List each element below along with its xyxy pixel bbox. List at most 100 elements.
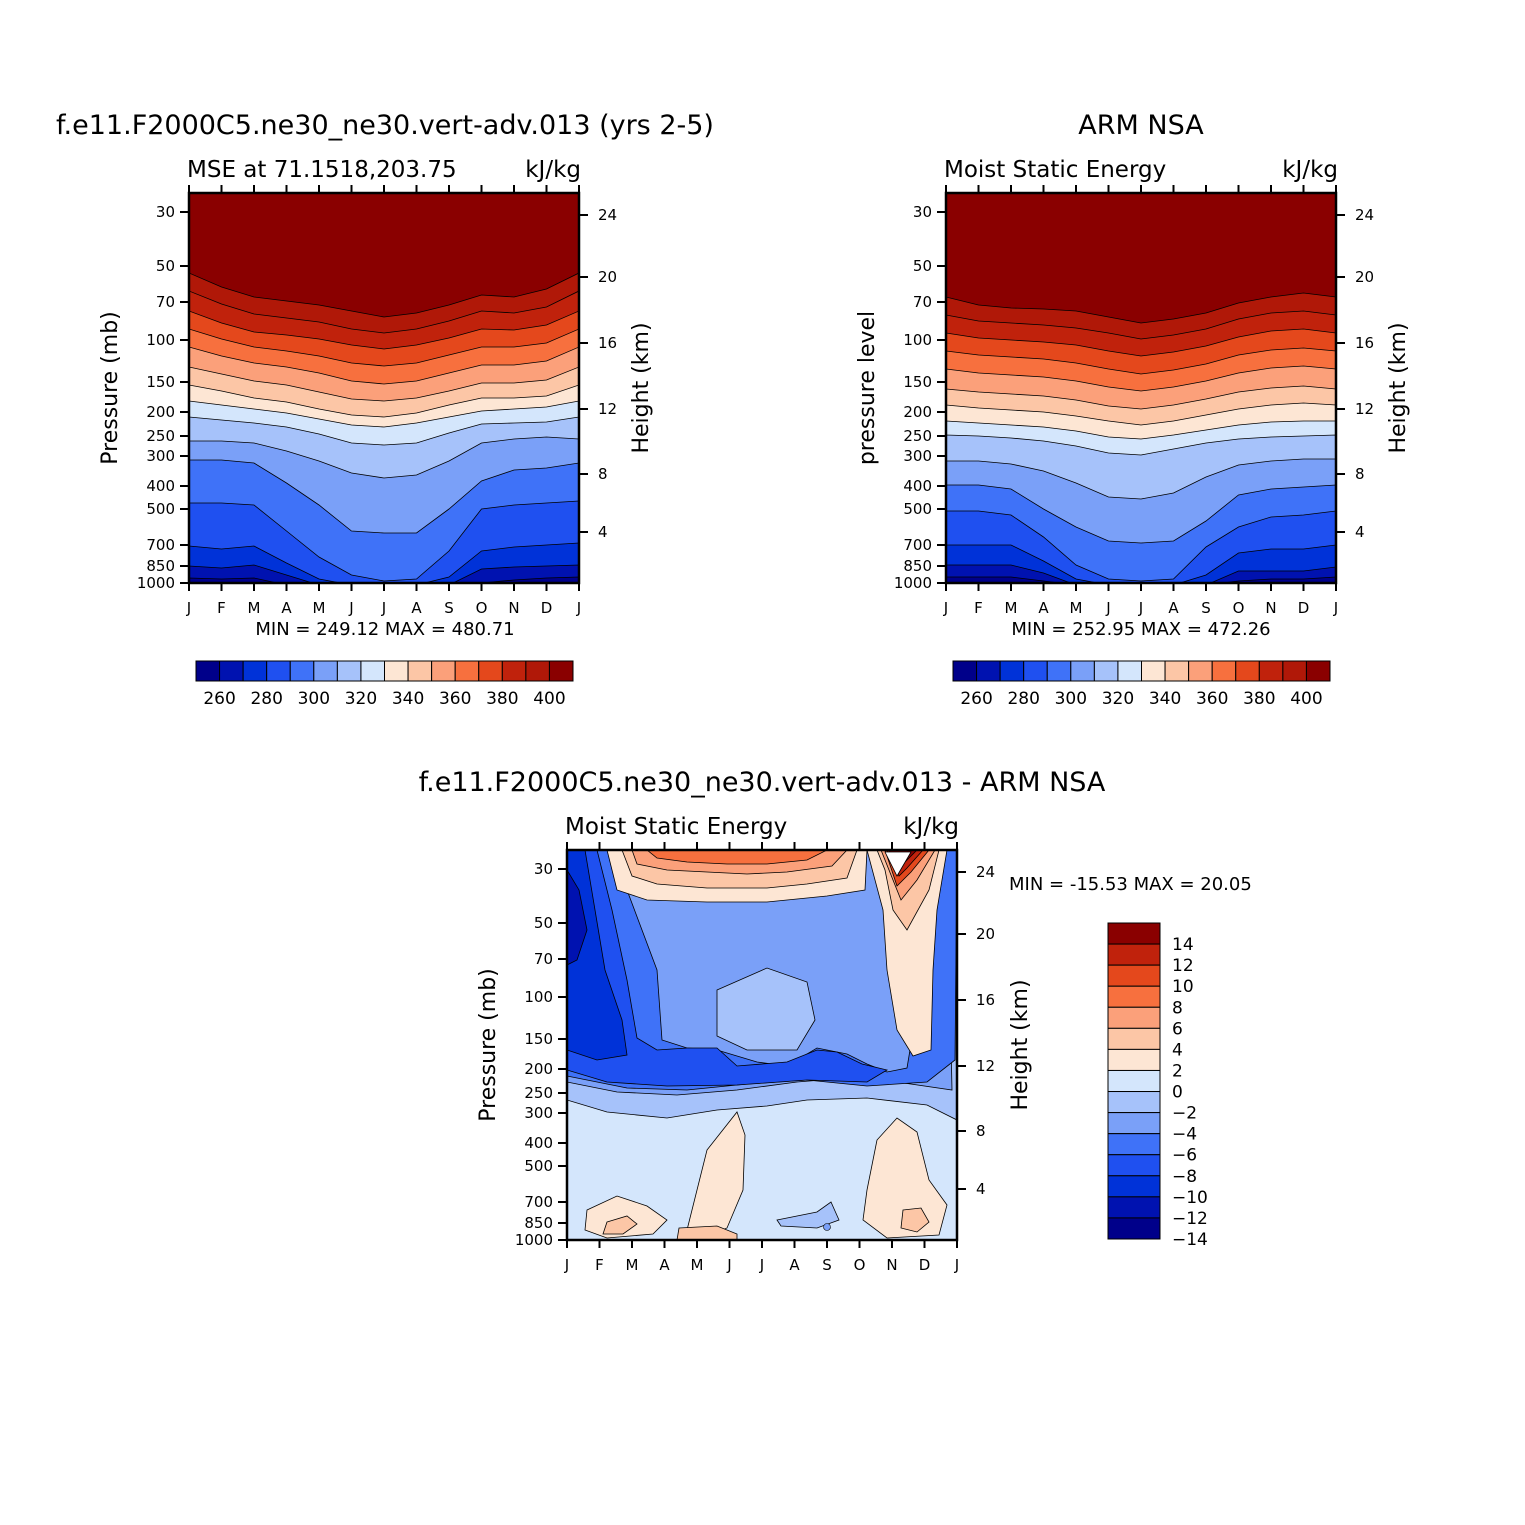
colorbar-swatch: [1107, 1091, 1161, 1114]
x-tick-label: O: [1233, 599, 1245, 617]
panel-3-units: kJ/kg: [903, 814, 959, 840]
colorbar-swatch: [1188, 660, 1213, 682]
colorbar-label: 380: [486, 689, 518, 709]
contour-region: [866, 850, 948, 1057]
colorbar-swatch: [1305, 660, 1331, 682]
colorbar-label: 300: [1055, 689, 1087, 709]
colorbar-swatch: [407, 660, 433, 682]
x-tick-label: J: [186, 599, 191, 617]
y2-tick-label: 24: [976, 863, 995, 881]
y-tick-label: 1000: [894, 574, 932, 592]
y-tick-label: 250: [903, 427, 932, 445]
colorbar-swatch: [1107, 1048, 1161, 1071]
y-tick-label: 1000: [515, 1231, 553, 1249]
contour-region: [567, 850, 628, 1061]
y2-tick-label: 4: [598, 523, 608, 541]
x-tick-label: S: [1201, 599, 1211, 617]
x-tick-label: A: [281, 599, 292, 617]
y-tick-label: 150: [903, 373, 932, 391]
y-tick-label: 500: [903, 500, 932, 518]
colorbar-swatch: [1046, 660, 1072, 682]
colorbar-swatch: [976, 660, 1001, 682]
y-tick-label: 70: [156, 293, 175, 311]
colorbar-swatch: [1107, 1133, 1161, 1156]
y2-tick-label: 8: [1355, 465, 1365, 483]
y2-tick-label: 16: [598, 334, 617, 352]
x-tick-label: A: [411, 599, 422, 617]
y2-tick-label: 12: [598, 400, 617, 418]
x-tick-label: J: [726, 1256, 731, 1274]
colorbar-swatch: [1107, 943, 1161, 966]
colorbar-swatch: [289, 660, 315, 682]
colorbar-swatch: [1107, 1217, 1161, 1240]
colorbar-label: −12: [1172, 1209, 1208, 1229]
colorbar-swatch: [1282, 660, 1307, 682]
y-tick-label: 850: [146, 557, 175, 575]
colorbar-label: 12: [1172, 956, 1194, 976]
panel-2-axes: J F M A M J J A S O N D J 30 50 70 100 150 200 250 300 400 500…: [894, 185, 1374, 617]
y2-tick-label: 20: [1355, 268, 1374, 286]
colorbar-swatch: [501, 660, 527, 682]
y-tick-label: 850: [524, 1214, 553, 1232]
contour-band: [946, 564, 1336, 583]
colorbar-label: 0: [1172, 1083, 1183, 1103]
colorbar-swatch: [1093, 660, 1119, 682]
y-tick-label: 30: [913, 203, 932, 221]
y2-tick-label: 20: [976, 925, 995, 943]
y-tick-label: 400: [524, 1134, 553, 1152]
colorbar-swatch: [313, 660, 338, 682]
colorbar-swatch: [1070, 660, 1095, 682]
panel-1-y2label: Height (km): [629, 322, 654, 453]
y2-tick-label: 16: [1355, 334, 1374, 352]
colorbar-swatch: [999, 660, 1025, 682]
y-tick-label: 700: [524, 1193, 553, 1211]
colorbar-swatch: [1023, 660, 1048, 682]
colorbar-swatch: [478, 660, 503, 682]
colorbar-swatch: [219, 660, 244, 682]
y-tick-label: 300: [903, 447, 932, 465]
contour-region: [567, 850, 889, 1087]
colorbar-swatch: [454, 660, 480, 682]
colorbar-swatch: [1117, 660, 1142, 682]
colorbar-label: 6: [1172, 1019, 1183, 1039]
colorbar-swatch: [195, 660, 221, 682]
x-tick-label: F: [974, 599, 983, 617]
colorbar-label: 300: [298, 689, 330, 709]
y2-tick-label: 4: [1355, 523, 1365, 541]
colorbar-swatch: [1107, 922, 1161, 945]
y-tick-label: 250: [524, 1084, 553, 1102]
x-tick-label: D: [919, 1256, 931, 1274]
colorbar-swatch: [952, 660, 978, 682]
colorbar-label: 260: [960, 689, 992, 709]
colorbar-swatch: [1107, 985, 1161, 1008]
panel-1-contour-field: [189, 193, 579, 583]
x-tick-label: O: [476, 599, 488, 617]
x-tick-label: F: [217, 599, 226, 617]
panel-3-title: f.e11.F2000C5.ne30_ne30.vert-adv.013 - A…: [419, 767, 1106, 798]
y2-tick-label: 12: [1355, 400, 1374, 418]
y-tick-label: 100: [146, 331, 175, 349]
colorbar-swatch: [1164, 660, 1190, 682]
panel-1-min-max: MIN = 249.12 MAX = 480.71: [255, 619, 514, 640]
contour-region: [776, 1201, 840, 1229]
colorbar-label: 14: [1172, 935, 1194, 955]
colorbar-swatch: [1107, 1175, 1161, 1198]
y-tick-label: 30: [534, 860, 553, 878]
y-tick-label: 70: [534, 950, 553, 968]
colorbar-label: 320: [1102, 689, 1134, 709]
contour-region: [716, 967, 816, 1051]
panel-3-ylabel: Pressure (mb): [476, 968, 501, 1122]
y-tick-label: 100: [524, 988, 553, 1006]
x-tick-label: J: [943, 599, 948, 617]
y2-tick-label: 20: [598, 268, 617, 286]
panel-3-subtitle-left: Moist Static Energy: [565, 814, 787, 840]
panel-3-y2label: Height (km): [1008, 979, 1033, 1110]
x-tick-label: J: [1138, 599, 1143, 617]
colorbar-swatch: [1258, 660, 1284, 682]
x-tick-label: J: [348, 599, 353, 617]
x-tick-label: M: [626, 1256, 639, 1274]
x-tick-label: J: [576, 599, 581, 617]
x-tick-label: J: [381, 599, 386, 617]
contour-region: [823, 1223, 831, 1231]
y-tick-label: 50: [913, 257, 932, 275]
